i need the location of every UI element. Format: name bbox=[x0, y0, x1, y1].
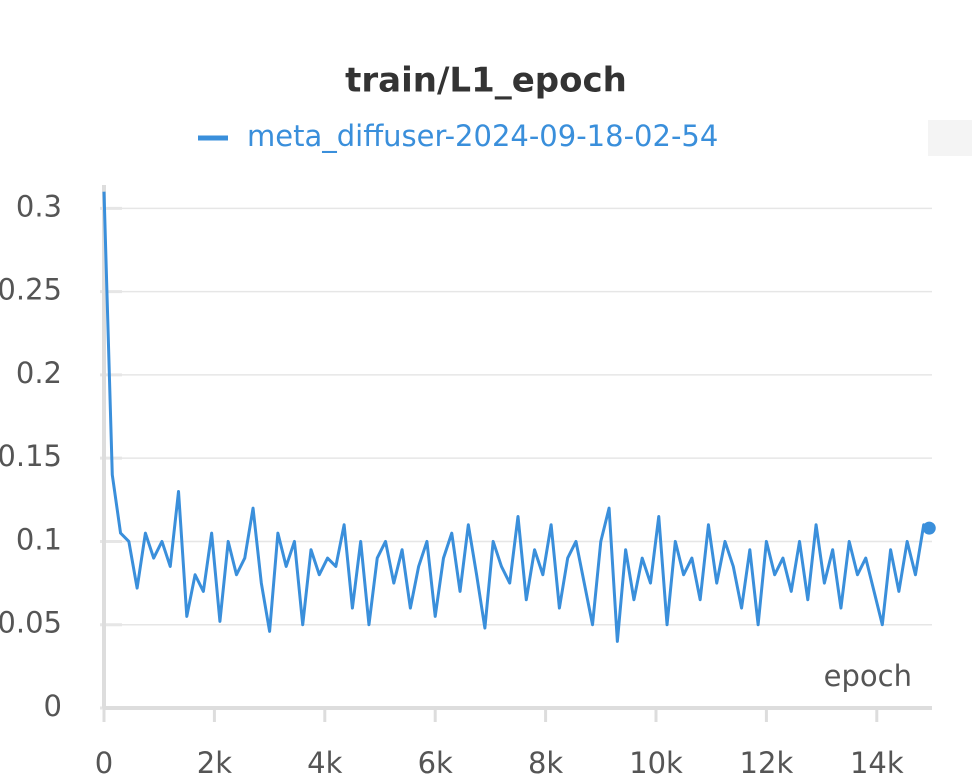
chart-title: train/L1_epoch bbox=[345, 61, 627, 101]
x-tick-label: 12k bbox=[740, 746, 794, 780]
x-tick-label: 0 bbox=[95, 746, 113, 780]
legend-label: meta_diffuser-2024-09-18-02-54 bbox=[247, 119, 718, 153]
x-tick-label: 10k bbox=[629, 746, 683, 780]
last-point bbox=[922, 521, 936, 535]
y-tick-label: 0.25 bbox=[0, 273, 62, 307]
y-tick-label: 0.3 bbox=[16, 189, 62, 223]
y-tick-label: 0.2 bbox=[16, 356, 62, 390]
x-axis-label: epoch bbox=[824, 659, 912, 693]
x-tick-label: 14k bbox=[850, 746, 904, 780]
y-tick-label: 0 bbox=[44, 689, 62, 723]
y-tick-label: 0.05 bbox=[0, 606, 62, 640]
x-tick-label: 8k bbox=[528, 746, 563, 780]
panel-control bbox=[928, 120, 972, 156]
x-tick-label: 6k bbox=[418, 746, 453, 780]
x-tick-label: 4k bbox=[307, 746, 342, 780]
y-tick-label: 0.1 bbox=[16, 522, 62, 556]
x-tick-label: 2k bbox=[197, 746, 232, 780]
series-line bbox=[102, 191, 931, 643]
y-tick-label: 0.15 bbox=[0, 439, 62, 473]
